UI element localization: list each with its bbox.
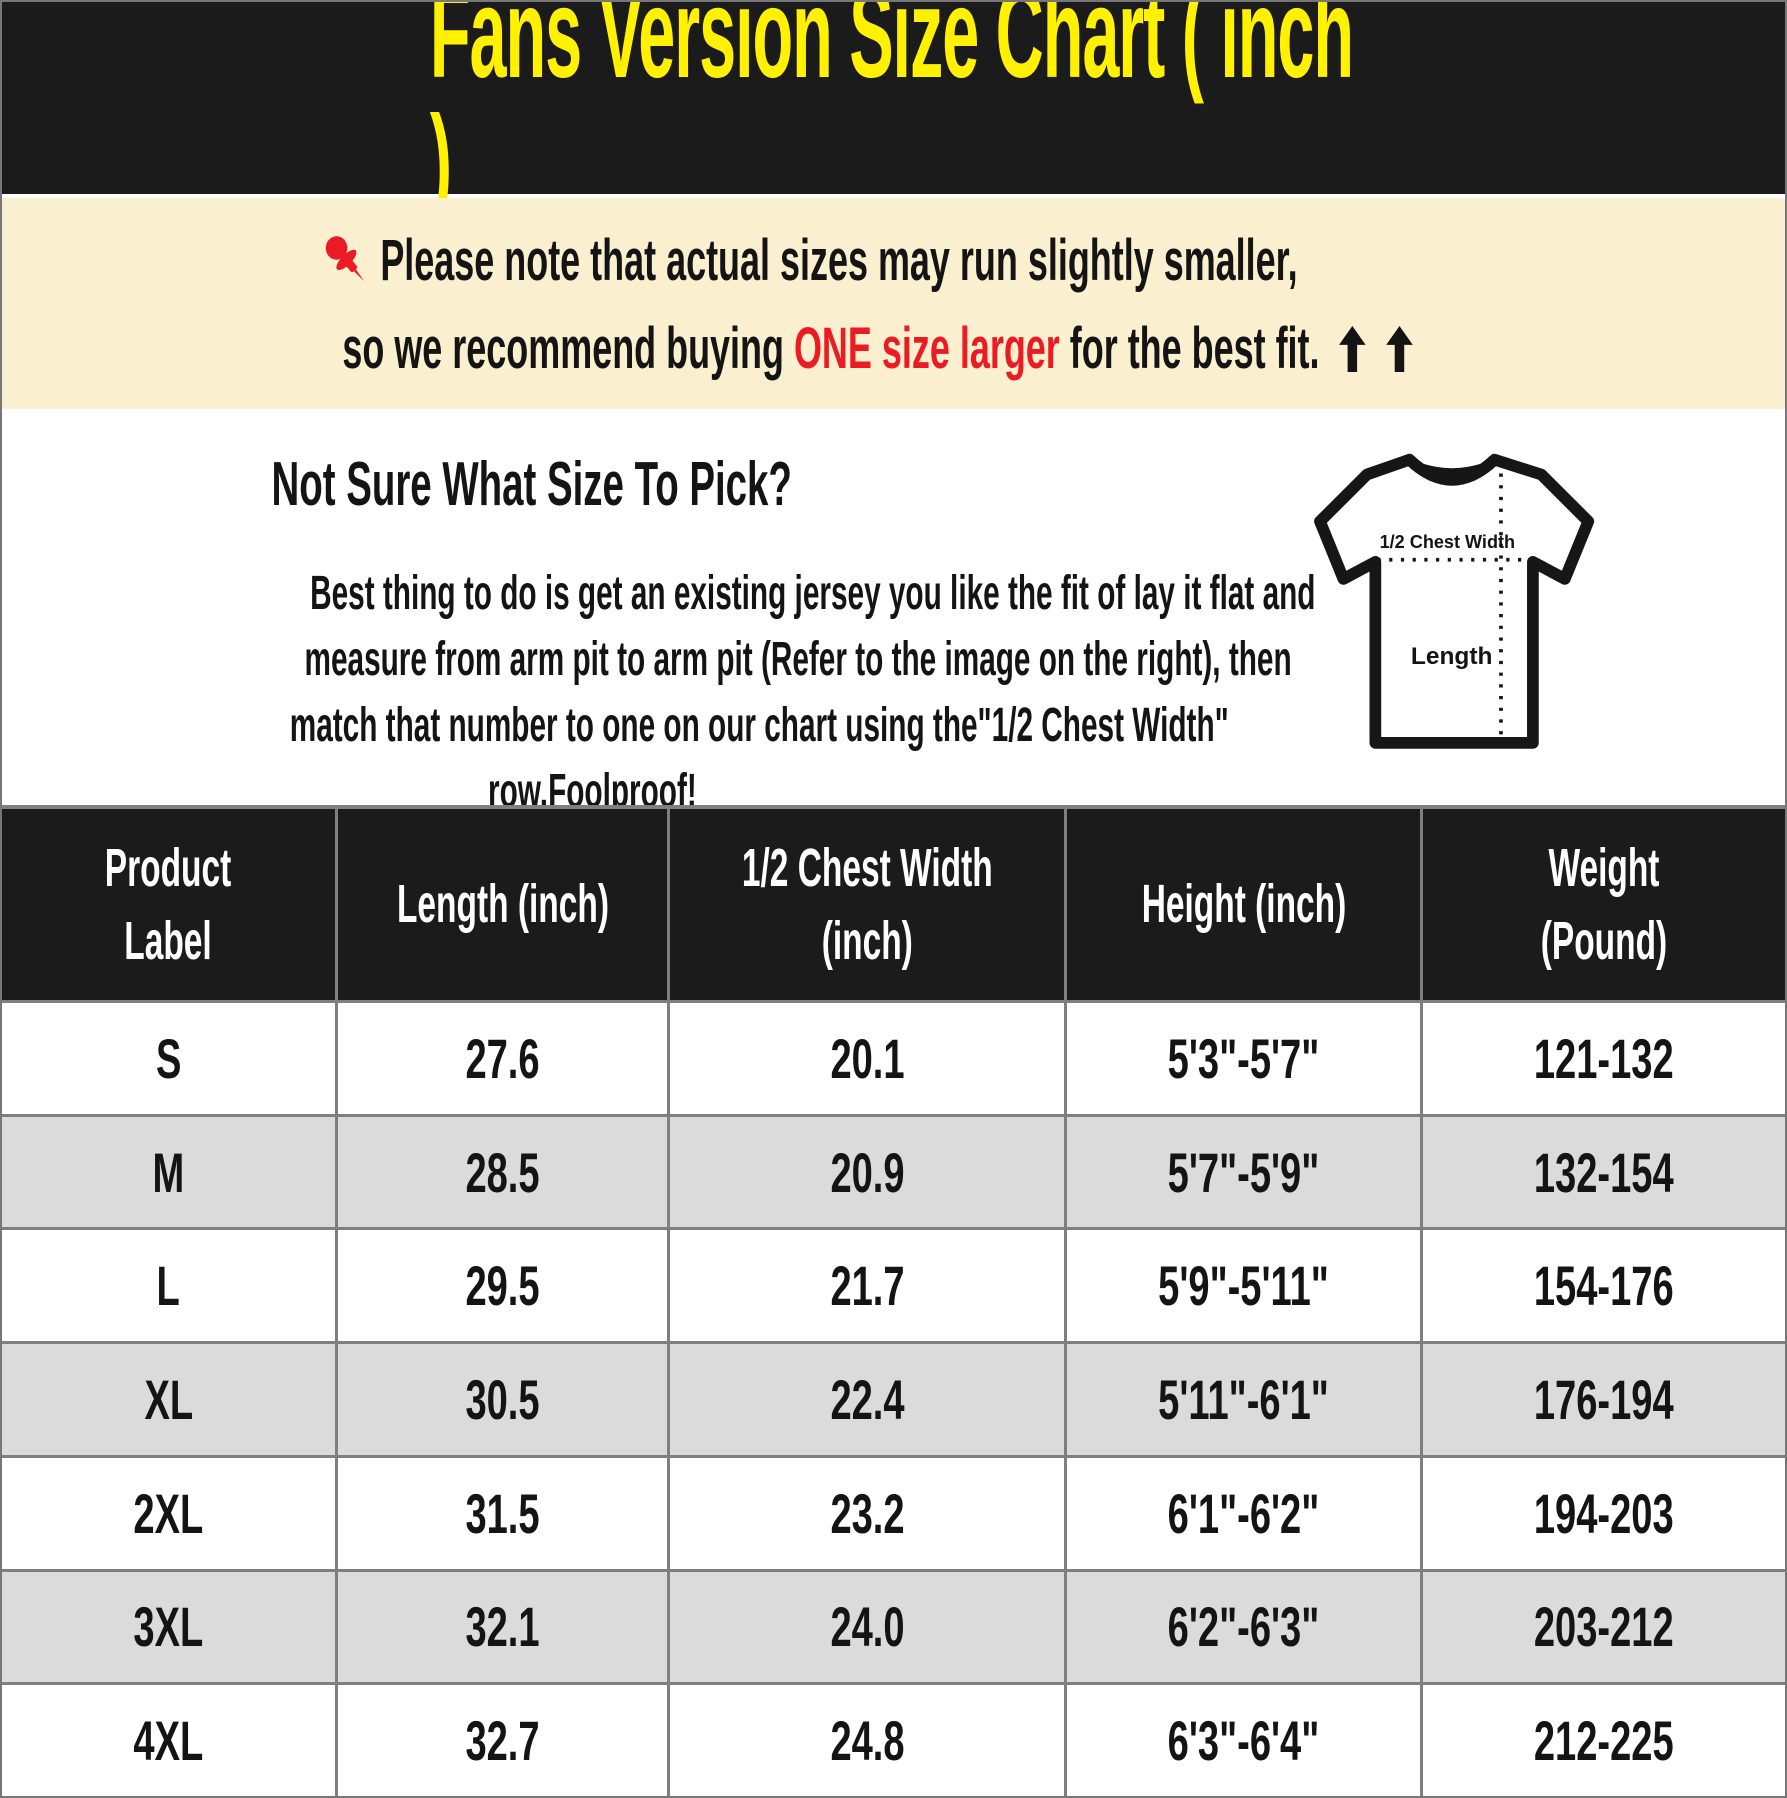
weight-cell: 212-225 <box>1420 1685 1785 1796</box>
column-header-weight: Weight (Pound) <box>1420 809 1785 1000</box>
table-row-2xl: 2XL 31.5 23.2 6'1"-6'2" 194-203 <box>2 1454 1785 1569</box>
chest-width-cell: 22.4 <box>667 1344 1064 1455</box>
table-row-l: L 29.5 21.7 5'9"-5'11" 154-176 <box>2 1227 1785 1342</box>
tshirt-outline <box>1314 453 1595 749</box>
length-cell: 30.5 <box>335 1344 667 1455</box>
height-cell: 5'7"-5'9" <box>1064 1116 1420 1228</box>
height-cell: 6'1"-6'2" <box>1064 1457 1420 1569</box>
page-title: Fans Version Size Chart ( inch ) <box>429 0 1354 233</box>
weight-cell: 132-154 <box>1420 1116 1785 1228</box>
tshirt-collar <box>1407 457 1497 483</box>
table-row-4xl: 4XL 32.7 24.8 6'3"-6'4" 212-225 <box>2 1682 1785 1796</box>
size-label-cell: 4XL <box>2 1685 335 1796</box>
note-text-2-pre: so we recommend buying <box>342 316 795 381</box>
note-line-2: so we recommend buying ONE size larger f… <box>14 317 1742 381</box>
chest-width-cell: 24.8 <box>667 1685 1064 1796</box>
weight-cell: 194-203 <box>1420 1457 1785 1569</box>
note-line-1: Please note that actual sizes may run sl… <box>19 226 1598 293</box>
up-arrow-icon <box>1386 326 1414 372</box>
table-row-3xl: 3XL 32.1 24.0 6'2"-6'3" 203-212 <box>2 1568 1785 1683</box>
title-band: Fans Version Size Chart ( inch ) <box>2 2 1785 226</box>
chest-width-cell: 24.0 <box>667 1571 1064 1683</box>
note-text-2-post: for the best fit. <box>1060 316 1320 381</box>
note-text-1: Please note that actual sizes may run sl… <box>380 228 1298 294</box>
weight-cell: 121-132 <box>1420 1003 1785 1114</box>
size-label-cell: 2XL <box>2 1457 335 1569</box>
size-label-cell: XL <box>2 1344 335 1455</box>
table-header-row: Product Label Length (inch) 1/2 Chest Wid… <box>2 809 1785 1000</box>
sizing-help-paragraph: Best thing to do is get an existing jers… <box>2 561 1316 825</box>
size-label-cell: M <box>2 1116 335 1228</box>
length-cell: 27.6 <box>335 1003 667 1114</box>
height-cell: 6'3"-6'4" <box>1064 1685 1420 1796</box>
length-cell: 32.1 <box>335 1571 667 1683</box>
table-row-xl: XL 30.5 22.4 5'11"-6'1" 176-194 <box>2 1341 1785 1455</box>
column-header-chest-width: 1/2 Chest Width (inch) <box>667 809 1064 1000</box>
paragraph-line: measure from arm pit to arm pit (Refer t… <box>304 633 1292 686</box>
weight-cell: 203-212 <box>1420 1571 1785 1683</box>
column-header-length: Length (inch) <box>335 809 667 1000</box>
chest-width-label: 1/2 Chest Width <box>1380 532 1515 552</box>
size-label-cell: S <box>2 1003 335 1114</box>
column-header-product-label: Product Label <box>2 809 335 1000</box>
height-cell: 5'3"-5'7" <box>1064 1003 1420 1114</box>
sizing-help-heading: Not Sure What Size To Pick? <box>271 450 793 519</box>
length-cell: 31.5 <box>335 1457 667 1569</box>
note-band: Please note that actual sizes may run sl… <box>2 198 1785 409</box>
length-label: Length <box>1411 643 1493 670</box>
size-label-cell: L <box>2 1230 335 1342</box>
table-row-s: S 27.6 20.1 5'3"-5'7" 121-132 <box>2 1000 1785 1114</box>
paragraph-line: match that number to one on our chart us… <box>289 699 1229 752</box>
height-cell: 5'9"-5'11" <box>1064 1230 1420 1342</box>
pushpin-icon <box>325 236 365 282</box>
chest-width-cell: 20.9 <box>667 1116 1064 1228</box>
length-cell: 28.5 <box>335 1116 667 1228</box>
chest-width-cell: 21.7 <box>667 1230 1064 1342</box>
length-cell: 29.5 <box>335 1230 667 1342</box>
weight-cell: 154-176 <box>1420 1230 1785 1342</box>
size-table: Product Label Length (inch) 1/2 Chest Wid… <box>2 805 1785 1796</box>
length-cell: 32.7 <box>335 1685 667 1796</box>
chest-width-cell: 23.2 <box>667 1457 1064 1569</box>
chest-width-cell: 20.1 <box>667 1003 1064 1114</box>
height-cell: 6'2"-6'3" <box>1064 1571 1420 1683</box>
size-label-cell: 3XL <box>2 1571 335 1683</box>
tshirt-measurement-diagram: 1/2 Chest Width Length <box>1302 432 1602 762</box>
up-arrow-icon <box>1339 326 1367 372</box>
weight-cell: 176-194 <box>1420 1344 1785 1455</box>
table-row-m: M 28.5 20.9 5'7"-5'9" 132-154 <box>2 1113 1785 1228</box>
column-header-height: Height (inch) <box>1064 809 1420 1000</box>
note-highlight: ONE size larger <box>794 316 1061 381</box>
paragraph-line: Best thing to do is get an existing jers… <box>310 567 1316 620</box>
height-cell: 5'11"-6'1" <box>1064 1344 1420 1455</box>
